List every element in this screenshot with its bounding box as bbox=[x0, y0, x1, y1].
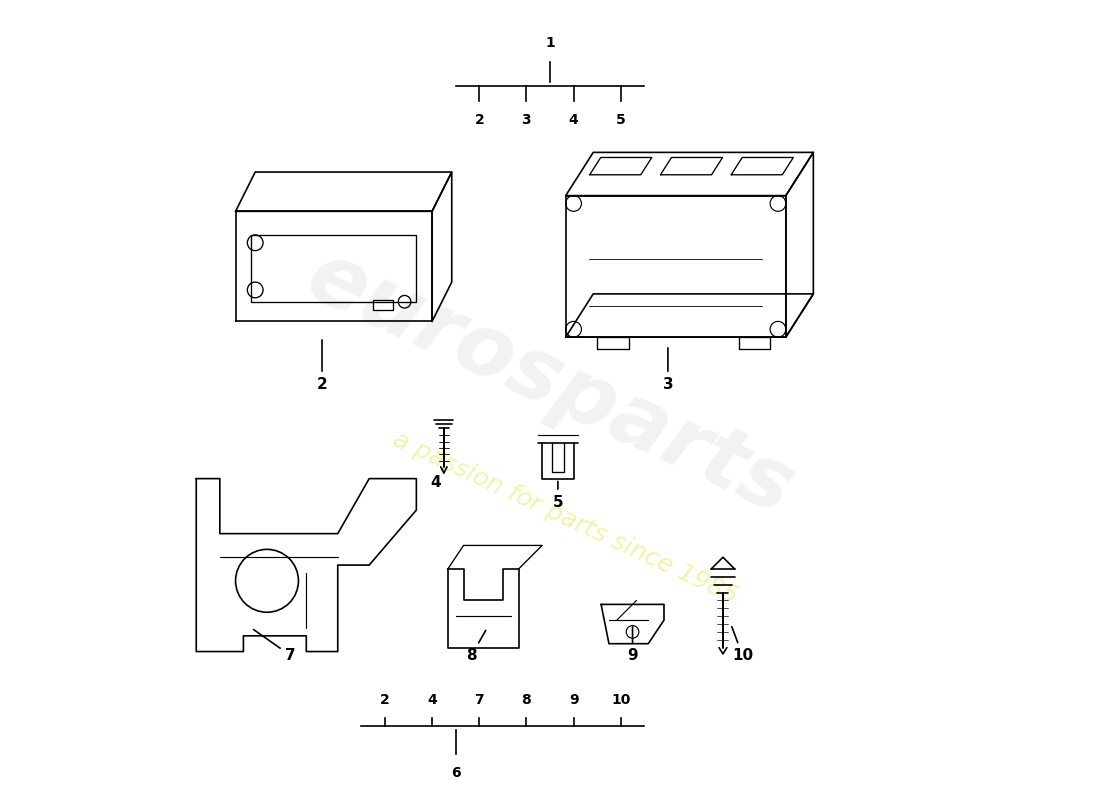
Text: 2: 2 bbox=[379, 693, 389, 706]
Text: 10: 10 bbox=[612, 693, 630, 706]
Text: 8: 8 bbox=[466, 630, 486, 663]
Text: 3: 3 bbox=[521, 113, 531, 127]
Text: 10: 10 bbox=[732, 626, 754, 663]
Text: 7: 7 bbox=[474, 693, 484, 706]
Text: 1: 1 bbox=[546, 36, 554, 50]
Text: 4: 4 bbox=[569, 113, 579, 127]
Text: 8: 8 bbox=[521, 693, 531, 706]
Text: 4: 4 bbox=[431, 470, 442, 490]
Text: 3: 3 bbox=[662, 348, 673, 392]
Text: 9: 9 bbox=[569, 693, 579, 706]
Text: 5: 5 bbox=[616, 113, 626, 127]
FancyBboxPatch shape bbox=[373, 300, 393, 310]
Text: eurosparts: eurosparts bbox=[294, 235, 806, 534]
Text: a passion for parts since 1985: a passion for parts since 1985 bbox=[389, 427, 742, 609]
Text: 2: 2 bbox=[317, 340, 328, 392]
Text: 5: 5 bbox=[552, 482, 563, 510]
Text: 9: 9 bbox=[627, 627, 638, 663]
Text: 4: 4 bbox=[427, 693, 437, 706]
Text: 6: 6 bbox=[451, 766, 461, 779]
Text: 2: 2 bbox=[474, 113, 484, 127]
Text: 7: 7 bbox=[254, 630, 296, 663]
